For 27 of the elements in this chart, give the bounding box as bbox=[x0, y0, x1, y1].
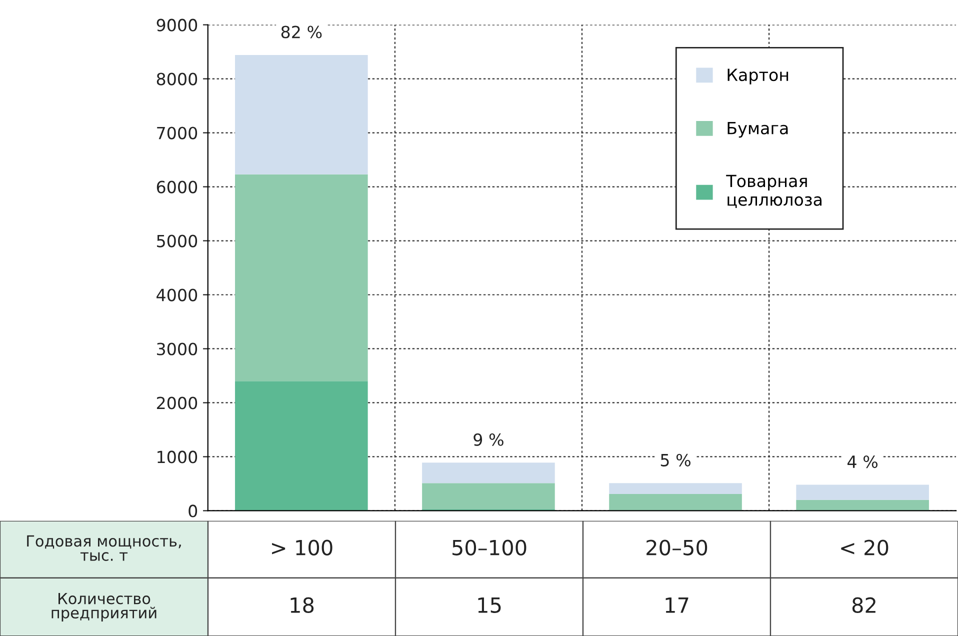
text: 82 bbox=[852, 597, 876, 614]
annotation: 5 % bbox=[660, 454, 690, 466]
y-tick-label: 0 bbox=[188, 504, 198, 518]
y-tick-label: 3000 bbox=[157, 342, 198, 356]
text: 18 bbox=[290, 597, 314, 614]
x-axis-title: Годовая мощность, тыс. т bbox=[27, 535, 181, 561]
y-tick-label: 4000 bbox=[156, 288, 198, 302]
text: 17 bbox=[666, 598, 688, 613]
legend-label: Бумага bbox=[728, 122, 788, 138]
y-tick-label: 1000 bbox=[158, 450, 198, 464]
legend-label: Картон bbox=[728, 68, 788, 84]
annotation: 4 % bbox=[848, 455, 878, 468]
legend-label: Товарная целлюлоза bbox=[726, 174, 822, 208]
x-tick-label: < 20 bbox=[841, 540, 888, 556]
text: 15 bbox=[478, 598, 501, 614]
x-tick-label: 50–100 bbox=[452, 540, 526, 556]
x-tick-label: > 100 bbox=[272, 540, 332, 556]
y-tick-label: 9000 bbox=[156, 18, 198, 32]
y-tick-label: 6000 bbox=[156, 180, 198, 194]
x-tick-label: 20–50 bbox=[646, 540, 708, 556]
annotation: 9 % bbox=[474, 433, 504, 446]
annotation: 82 % bbox=[281, 26, 322, 38]
y-tick-label: 7000 bbox=[157, 126, 198, 140]
y-tick-label: 5000 bbox=[157, 234, 198, 248]
y-tick-label: 8000 bbox=[156, 72, 198, 86]
text: Количество предприятий bbox=[52, 592, 156, 622]
y-tick-label: 2000 bbox=[156, 396, 198, 410]
